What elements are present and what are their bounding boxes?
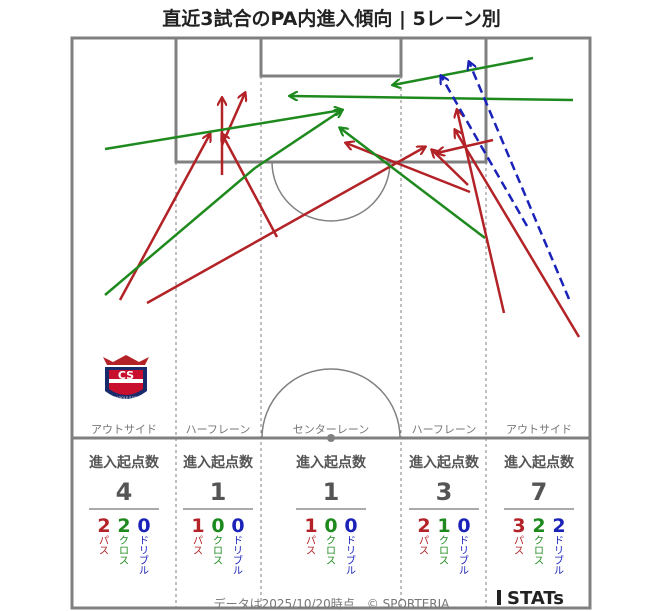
cross-count: 2 — [532, 515, 545, 537]
lane-label: ハーフレーン — [412, 423, 477, 436]
pass-arrow — [118, 134, 210, 301]
pass-type-label: パス — [193, 535, 203, 557]
entry-count-heading: 進入起点数 — [183, 454, 254, 471]
pass-type-label: パス — [419, 535, 429, 557]
cross-type-label: クロス — [439, 535, 449, 567]
cross-arrow — [104, 167, 256, 296]
stats-brand-logo: STATs — [497, 588, 564, 609]
dribble-arrow — [441, 76, 529, 227]
dribble-type-label: ドリブル — [139, 536, 149, 577]
cross-type-label: クロス — [213, 535, 223, 567]
cross-arrow — [254, 110, 342, 170]
pass-count: 2 — [417, 515, 430, 537]
dribble-type-label: ドリブル — [346, 536, 356, 577]
entry-arrows — [104, 56, 581, 338]
goal-area — [259, 36, 403, 78]
cross-type-label: クロス — [534, 535, 544, 567]
dribble-count: 2 — [552, 515, 565, 537]
pass-count: 2 — [97, 515, 110, 537]
dribble-count: 0 — [231, 515, 244, 537]
entry-count-heading: 進入起点数 — [504, 454, 575, 471]
entry-count-total: 4 — [116, 478, 133, 506]
pass-count: 1 — [304, 515, 317, 537]
dribble-count: 0 — [457, 515, 470, 537]
lane-label: アウトサイド — [506, 423, 572, 436]
lane-label: アウトサイド — [91, 423, 157, 436]
pass-arrow — [346, 143, 471, 194]
penalty-arc — [271, 161, 391, 222]
pass-arrow — [455, 130, 581, 338]
entry-count-heading: 進入起点数 — [89, 454, 160, 471]
pass-type-label: パス — [306, 535, 316, 557]
cross-arrow — [340, 128, 486, 239]
entry-count-total: 1 — [323, 478, 340, 506]
cross-arrow — [290, 96, 574, 102]
entry-count-heading: 進入起点数 — [296, 454, 367, 471]
pass-arrow — [146, 147, 425, 305]
dribble-count: 0 — [137, 515, 150, 537]
pitch-lines — [70, 36, 592, 610]
dribble-type-label: ドリブル — [459, 536, 469, 577]
pass-type-label: パス — [99, 535, 109, 557]
entry-count-total: 7 — [531, 478, 548, 506]
cross-type-label: クロス — [326, 535, 336, 567]
cross-count: 0 — [324, 515, 337, 537]
cross-count: 0 — [211, 515, 224, 537]
dribble-type-label: ドリブル — [554, 536, 564, 577]
entry-count-total: 3 — [436, 478, 453, 506]
dribble-type-label: ドリブル — [233, 536, 243, 577]
entry-count-heading: 進入起点数 — [409, 454, 480, 471]
page-title: 直近3試合のPA内進入傾向 | 5レーン別 — [162, 8, 501, 30]
pass-arrow — [220, 93, 245, 146]
center-spot — [327, 434, 335, 442]
dribble-arrow — [469, 62, 571, 300]
footer-credit: データは2025/10/20時点 © SPORTERIA — [213, 597, 450, 611]
club-emblem-icon: CS CONSADOLE SAPPORO — [103, 355, 149, 400]
lane-label: ハーフレーン — [186, 423, 251, 436]
dribble-count: 0 — [344, 515, 357, 537]
entry-count-total: 1 — [210, 478, 227, 506]
cross-type-label: クロス — [119, 535, 129, 567]
center-circle — [261, 368, 401, 439]
svg-text:CONSADOLE SAPPORO: CONSADOLE SAPPORO — [106, 396, 146, 400]
lane-stats: 進入起点数42パス2クロス0ドリブル進入起点数11パス0クロス0ドリブル進入起点… — [89, 454, 575, 577]
pass-count: 3 — [512, 515, 525, 537]
pass-type-label: パス — [514, 535, 524, 557]
cross-arrow — [393, 56, 534, 85]
pass-count: 1 — [191, 515, 204, 537]
cross-arrow — [104, 110, 342, 151]
lane-label: センターレーン — [293, 423, 369, 436]
pass-arrow — [222, 134, 279, 238]
svg-text:CS: CS — [118, 369, 134, 382]
lane-labels: アウトサイド ハーフレーン センターレーン ハーフレーン アウトサイド — [91, 423, 572, 436]
pass-arrow — [457, 110, 506, 314]
cross-count: 2 — [117, 515, 130, 537]
cross-count: 1 — [437, 515, 450, 537]
